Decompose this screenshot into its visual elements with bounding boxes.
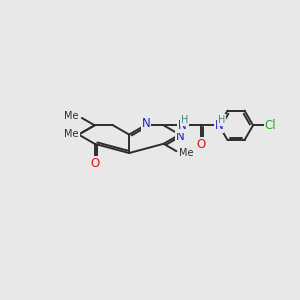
Text: N: N: [215, 119, 224, 132]
Text: Me: Me: [179, 148, 193, 158]
Text: Cl: Cl: [265, 119, 276, 132]
Text: H: H: [181, 115, 188, 125]
Text: O: O: [196, 138, 205, 151]
Text: H: H: [218, 115, 225, 125]
Text: N: N: [176, 130, 185, 142]
Text: Me: Me: [64, 129, 79, 139]
Text: Me: Me: [64, 111, 79, 122]
Text: O: O: [90, 157, 99, 169]
Text: N: N: [178, 119, 186, 132]
Text: N: N: [142, 117, 150, 130]
